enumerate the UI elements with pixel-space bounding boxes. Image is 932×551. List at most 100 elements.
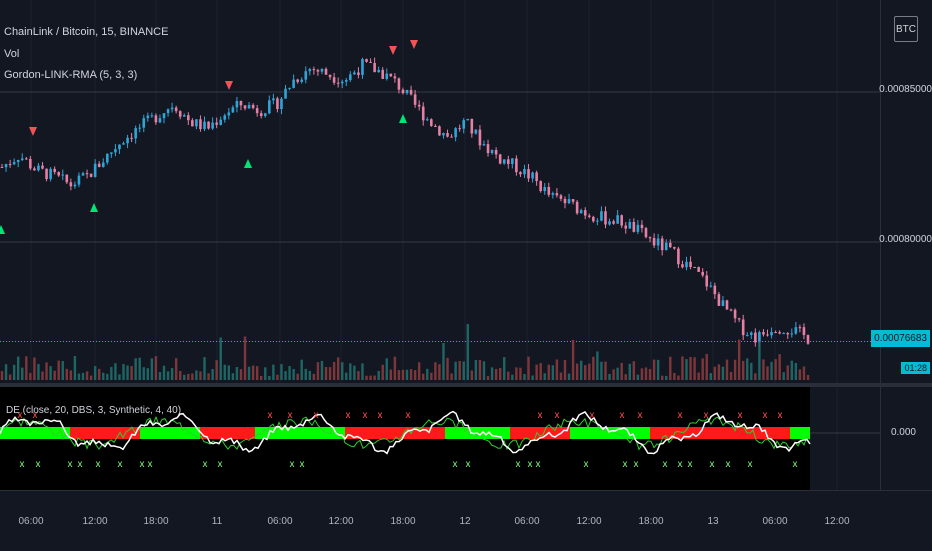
candle-body: [340, 81, 344, 84]
candle-body: [494, 150, 498, 155]
volume-bar: [571, 339, 575, 380]
volume-bar: [656, 359, 660, 380]
candle-body: [664, 242, 668, 251]
volume-bar: [276, 374, 279, 380]
time-axis-label: 06:00: [18, 516, 44, 527]
candle-body: [478, 129, 482, 146]
indicator-band: [790, 427, 810, 439]
symbol-title[interactable]: ChainLink / Bitcoin, 15, BINANCE: [4, 26, 169, 38]
volume-bar: [292, 368, 295, 380]
candle-body: [33, 168, 36, 171]
volume-bar: [284, 371, 287, 380]
candle-body: [758, 332, 761, 343]
currency-button[interactable]: BTC: [894, 16, 918, 42]
volume-bar: [162, 365, 166, 380]
indicator-axis-label: 0.000: [890, 427, 916, 438]
candle-body: [531, 172, 534, 179]
chart-panel[interactable]: [0, 0, 880, 383]
sell-cross-marker: x: [288, 410, 293, 421]
volume-bar: [511, 374, 514, 380]
candle-body: [187, 115, 190, 121]
time-axis[interactable]: [0, 490, 932, 551]
volume-bar: [239, 369, 243, 380]
candle-body: [292, 79, 295, 88]
buy-cross-marker: x: [68, 459, 73, 470]
candle-body: [89, 173, 93, 177]
candle-body: [434, 126, 437, 128]
volume-bar: [486, 375, 490, 380]
sell-cross-marker: x: [346, 410, 351, 421]
sell-cross-marker: x: [33, 410, 38, 421]
volume-bar: [741, 360, 745, 380]
volume-bar: [660, 375, 664, 380]
volume-bar: [89, 375, 93, 380]
volume-bar: [373, 375, 376, 380]
candle-body: [57, 172, 61, 176]
indicator-chart[interactable]: x x x x x x x x x x x x x x x x x x xx x x x x x x x x x x x x x x x x x x x x…: [0, 387, 880, 490]
candle-body: [93, 163, 97, 177]
buy-signal-arrow: [399, 114, 407, 123]
volume-bar: [243, 336, 247, 380]
volume-bar: [341, 362, 344, 380]
pane-separator[interactable]: [0, 383, 932, 387]
volume-bar: [316, 362, 320, 380]
volume-bar: [713, 366, 717, 380]
current-price-tag: 0.00076683: [871, 330, 930, 347]
candle-body: [705, 275, 709, 287]
candle-body: [170, 107, 174, 110]
candle-body: [644, 228, 648, 238]
sell-cross-marker: x: [18, 410, 23, 421]
study-legend[interactable]: Gordon-LINK-RMA (5, 3, 3): [4, 69, 138, 81]
candle-body: [450, 136, 453, 138]
volume-bar: [49, 366, 52, 380]
volume-bar: [215, 360, 218, 380]
volume-bar: [187, 373, 190, 380]
volume-bar: [535, 364, 538, 380]
volume-bar: [41, 371, 44, 380]
indicator-legend[interactable]: DE (close, 20, DBS, 3, Synthetic, 4, 40): [6, 405, 182, 416]
sell-cross-marker: x: [763, 410, 768, 421]
candle-body: [53, 168, 56, 173]
price-axis[interactable]: [880, 0, 932, 383]
price-chart[interactable]: [0, 0, 880, 383]
volume-bar: [142, 367, 145, 380]
volume-bar: [758, 341, 761, 380]
volume-bar: [681, 356, 684, 380]
candle-body: [782, 333, 785, 335]
candle-body: [215, 122, 218, 125]
candle-body: [608, 221, 611, 225]
candle-body: [316, 70, 320, 72]
buy-signal-arrow: [90, 203, 98, 212]
volume-bar: [328, 367, 332, 380]
time-axis-label: 06:00: [514, 516, 540, 527]
volume-bar: [798, 369, 802, 380]
candle-body: [77, 175, 81, 185]
candle-body: [211, 122, 214, 129]
volume-bar: [677, 375, 680, 380]
volume-bar: [272, 364, 275, 380]
volume-legend[interactable]: Vol: [4, 48, 20, 60]
volume-bar: [689, 356, 692, 380]
candle-body: [697, 267, 700, 272]
volume-bar: [551, 365, 555, 380]
volume-bar: [361, 363, 364, 380]
candle-body: [110, 152, 113, 154]
volume-bar: [126, 365, 129, 380]
candle-body: [571, 199, 575, 202]
candle-body: [304, 71, 308, 80]
volume-bar: [138, 357, 141, 380]
volume-bar: [515, 367, 518, 380]
volume-bar: [592, 356, 595, 380]
volume-bar: [393, 356, 397, 380]
volume-bar: [462, 361, 465, 380]
volume-bar: [559, 372, 563, 380]
sell-cross-marker: x: [704, 410, 709, 421]
candle-body: [259, 113, 263, 117]
candle-body: [681, 264, 684, 268]
buy-cross-marker: x: [218, 459, 223, 470]
candle-body: [219, 119, 223, 125]
indicator-axis[interactable]: [880, 387, 932, 490]
candle-body: [470, 118, 474, 134]
volume-bar: [604, 361, 607, 380]
